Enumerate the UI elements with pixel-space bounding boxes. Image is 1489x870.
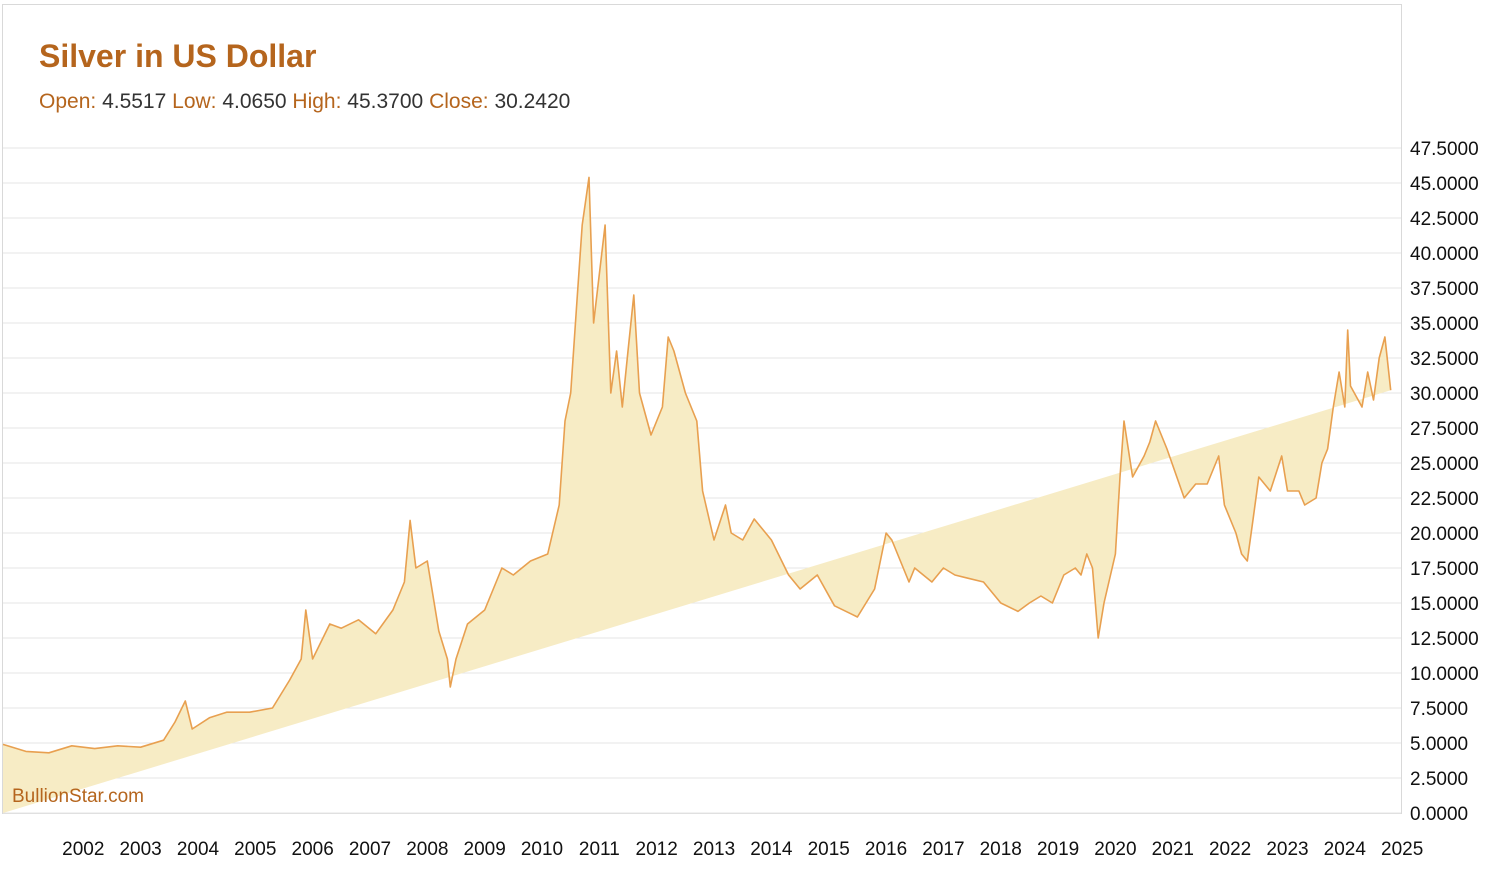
x-tick-label: 2014 xyxy=(750,839,793,860)
y-tick-label: 2.5000 xyxy=(1410,769,1468,790)
x-tick-label: 2020 xyxy=(1094,839,1136,860)
low-label: Low: xyxy=(172,90,217,113)
y-tick-label: 15.0000 xyxy=(1410,594,1479,615)
low-value: 4.0650 xyxy=(222,90,287,113)
x-tick-label: 2006 xyxy=(292,839,334,860)
x-tick-label: 2013 xyxy=(693,839,735,860)
y-tick-label: 25.0000 xyxy=(1410,454,1479,475)
y-tick-label: 27.5000 xyxy=(1410,419,1479,440)
high-label: High: xyxy=(292,90,342,113)
high-value: 45.3700 xyxy=(347,90,424,113)
x-tick-label: 2005 xyxy=(234,839,276,860)
y-tick-label: 12.5000 xyxy=(1410,629,1479,650)
chart-title: Silver in US Dollar xyxy=(39,38,317,74)
x-tick-label: 2004 xyxy=(177,839,220,860)
y-tick-label: 35.0000 xyxy=(1410,314,1479,335)
close-value: 30.2420 xyxy=(494,90,571,113)
grid-lines xyxy=(3,147,1401,814)
x-tick-label: 2002 xyxy=(62,839,104,860)
y-tick-label: 30.0000 xyxy=(1410,384,1479,405)
y-tick-label: 5.0000 xyxy=(1410,734,1468,755)
x-tick-label: 2021 xyxy=(1152,839,1194,860)
y-tick-label: 32.5000 xyxy=(1410,349,1479,370)
y-tick-label: 7.5000 xyxy=(1410,699,1468,720)
x-tick-label: 2016 xyxy=(865,839,907,860)
x-tick-label: 2009 xyxy=(464,839,506,860)
x-tick-label: 2012 xyxy=(636,839,678,860)
x-tick-label: 2015 xyxy=(808,839,850,860)
y-tick-label: 20.0000 xyxy=(1410,524,1479,545)
x-tick-label: 2008 xyxy=(406,839,448,860)
y-tick-label: 0.0000 xyxy=(1410,804,1468,825)
x-tick-label: 2007 xyxy=(349,839,391,860)
x-tick-label: 2018 xyxy=(980,839,1022,860)
y-tick-label: 22.5000 xyxy=(1410,489,1479,510)
watermark: BullionStar.com xyxy=(12,786,145,807)
ohlc-summary: Open: 4.5517 Low: 4.0650 High: 45.3700 C… xyxy=(39,90,570,114)
x-tick-label: 2022 xyxy=(1209,839,1251,860)
y-axis: 0.0000 2.5000 5.0000 7.5000 10.0000 12.5000 15… xyxy=(1410,139,1479,825)
x-tick-label: 2019 xyxy=(1037,839,1079,860)
y-tick-label: 37.5000 xyxy=(1410,279,1479,300)
open-value: 4.5517 xyxy=(102,90,167,113)
open-label: Open: xyxy=(39,90,97,113)
y-tick-label: 47.5000 xyxy=(1410,139,1479,160)
close-label: Close: xyxy=(429,90,489,113)
x-tick-label: 2023 xyxy=(1266,839,1308,860)
x-tick-label: 2010 xyxy=(521,839,563,860)
y-tick-label: 45.0000 xyxy=(1410,174,1479,195)
y-tick-label: 17.5000 xyxy=(1410,559,1479,580)
price-line xyxy=(2,176,1392,754)
x-tick-label: 2017 xyxy=(922,839,964,860)
y-tick-label: 42.5000 xyxy=(1410,209,1479,230)
y-tick-label: 10.0000 xyxy=(1410,664,1479,685)
x-tick-label: 2011 xyxy=(579,839,620,860)
x-axis: 2002 2003 2004 2005 2006 2007 2008 2009 2010 2011… xyxy=(62,839,1423,860)
x-tick-label: 2025 xyxy=(1381,839,1423,860)
x-tick-label: 2003 xyxy=(119,839,161,860)
price-area-fill xyxy=(3,177,1391,813)
x-tick-label: 2024 xyxy=(1324,839,1367,860)
y-tick-label: 40.0000 xyxy=(1410,244,1479,265)
